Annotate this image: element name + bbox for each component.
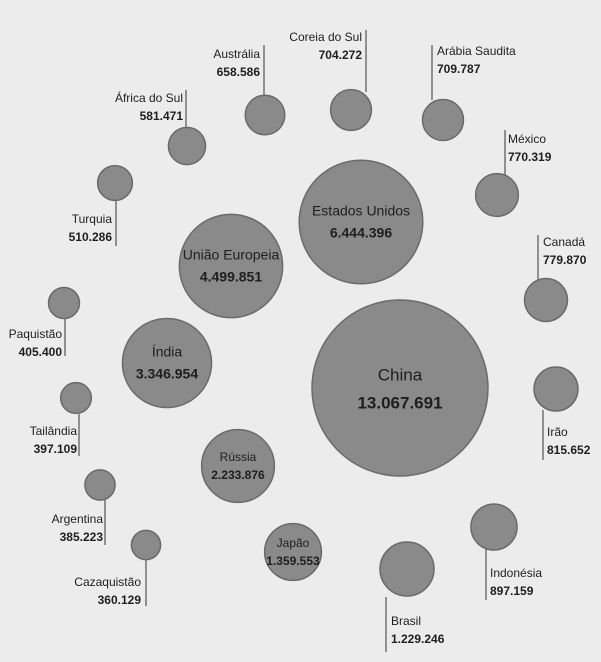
country-label: Rússia (220, 450, 257, 464)
country-label: Irão (547, 425, 568, 439)
value-label: 405.400 (19, 345, 63, 359)
bubble (298, 159, 424, 285)
value-label: 360.129 (98, 593, 142, 607)
value-label: 1.359.553 (266, 554, 320, 568)
bubble (474, 172, 520, 218)
value-label: 709.787 (437, 62, 481, 76)
country-label: México (508, 132, 546, 146)
country-label: Coreia do Sul (289, 30, 362, 44)
bubble (59, 381, 93, 415)
value-label: 704.272 (319, 48, 363, 62)
country-label: Tailândia (30, 424, 78, 438)
value-label: 658.586 (217, 65, 261, 79)
value-label: 779.870 (543, 253, 587, 267)
value-label: 6.444.396 (330, 225, 392, 241)
value-label: 385.223 (60, 530, 104, 544)
value-label: 3.346.954 (136, 366, 198, 382)
country-label: União Europeia (183, 247, 280, 263)
country-label: Paquistão (9, 327, 63, 341)
value-label: 397.109 (34, 442, 78, 456)
value-label: 815.652 (547, 443, 591, 457)
bubble (263, 522, 323, 582)
country-label: Japão (277, 536, 310, 550)
value-label: 1.229.246 (391, 632, 445, 646)
country-label: Indonésia (490, 566, 542, 580)
bubble (329, 88, 373, 132)
bubble (379, 541, 435, 597)
value-label: 2.233.876 (211, 468, 265, 482)
country-label: China (378, 365, 423, 384)
country-label: Turquia (72, 212, 113, 226)
country-label: Índia (152, 344, 183, 360)
country-label: Brasil (391, 614, 421, 628)
value-label: 897.159 (490, 584, 534, 598)
country-label: Austrália (213, 47, 260, 61)
value-label: 13.067.691 (357, 393, 442, 412)
bubble (84, 469, 116, 501)
country-label: Arábia Saudita (437, 44, 516, 58)
bubble (523, 277, 569, 323)
bubble (200, 428, 276, 504)
value-label: 4.499.851 (200, 269, 262, 285)
bubble (311, 299, 489, 477)
country-label: Estados Unidos (312, 203, 410, 219)
country-label: África do Sul (115, 90, 183, 105)
bubble (470, 503, 518, 551)
value-label: 510.286 (69, 230, 113, 244)
bubble (47, 286, 81, 320)
bubble (421, 98, 465, 142)
bubble (130, 529, 162, 561)
bubble (121, 317, 213, 409)
country-label: Canadá (543, 235, 585, 249)
bubble (244, 94, 286, 136)
bubble (96, 164, 134, 202)
bubble (178, 213, 284, 319)
country-label: Argentina (52, 512, 104, 526)
value-label: 581.471 (140, 109, 184, 123)
country-label: Cazaquistão (74, 575, 141, 589)
bubble (533, 366, 579, 412)
bubble (167, 126, 207, 166)
value-label: 770.319 (508, 150, 552, 164)
